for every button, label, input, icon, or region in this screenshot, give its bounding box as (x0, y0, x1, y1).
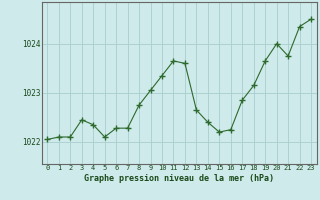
X-axis label: Graphe pression niveau de la mer (hPa): Graphe pression niveau de la mer (hPa) (84, 174, 274, 183)
